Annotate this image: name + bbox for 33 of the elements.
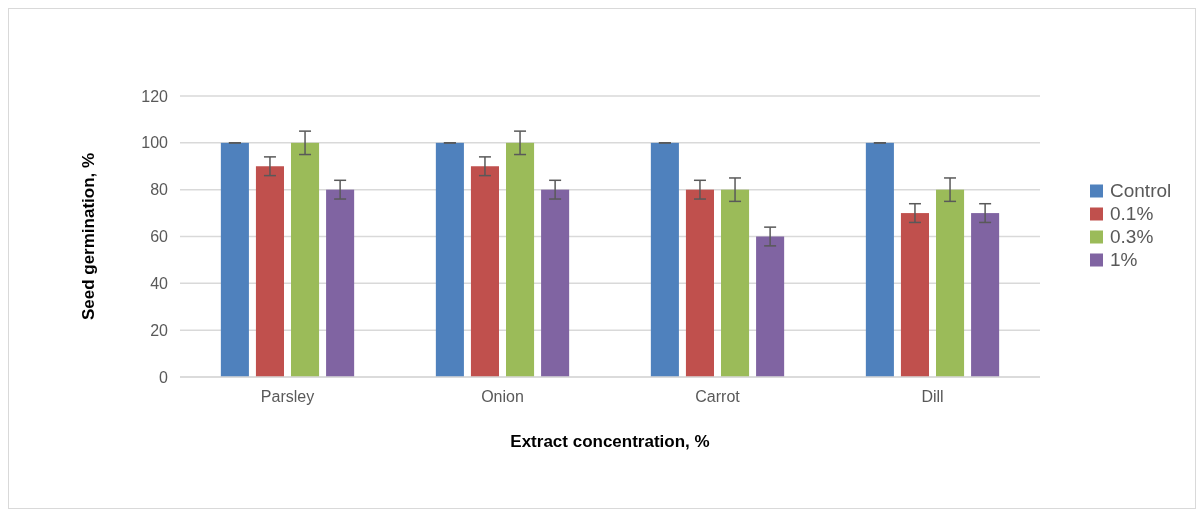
- bar: [291, 142, 320, 377]
- x-tick-label: Dill: [921, 388, 944, 405]
- bar: [900, 213, 929, 377]
- x-axis-title: Extract concentration, %: [510, 432, 710, 451]
- x-tick-label: Onion: [481, 388, 524, 405]
- bar: [220, 142, 249, 377]
- bar: [506, 142, 535, 377]
- bar: [435, 142, 464, 377]
- y-tick-label: 40: [150, 274, 169, 292]
- bar: [470, 166, 499, 377]
- legend-label: 1%: [1110, 249, 1138, 271]
- bar: [541, 189, 570, 377]
- y-tick-label: 60: [150, 228, 169, 246]
- y-tick-label: 20: [150, 321, 169, 339]
- bar: [971, 213, 1000, 377]
- bar: [756, 236, 785, 377]
- y-tick-label: 0: [159, 368, 169, 386]
- x-tick-label: Parsley: [260, 388, 315, 405]
- x-tick-label: Carrot: [695, 388, 741, 405]
- y-tick-label: 120: [141, 87, 169, 105]
- y-tick-label: 100: [141, 134, 169, 152]
- legend-label: 0.3%: [1110, 226, 1154, 248]
- bar: [721, 189, 750, 377]
- legend-label: Control: [1110, 180, 1172, 202]
- bar: [255, 166, 284, 377]
- legend-label: 0.1%: [1110, 203, 1154, 225]
- bar: [685, 189, 714, 377]
- y-tick-label: 80: [150, 181, 169, 199]
- bar: [326, 189, 355, 377]
- bar: [865, 142, 894, 377]
- y-axis-title: Seed germination, %: [79, 152, 98, 321]
- bar: [650, 142, 679, 377]
- bar: [936, 189, 965, 377]
